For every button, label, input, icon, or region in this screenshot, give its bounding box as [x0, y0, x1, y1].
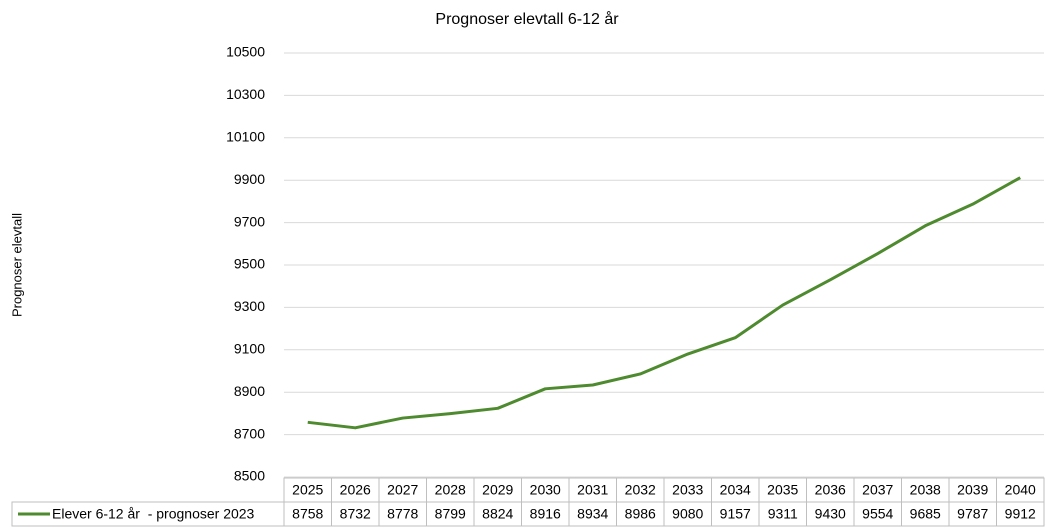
- y-tick-label: 8700: [234, 425, 265, 441]
- table-value: 8916: [530, 506, 561, 522]
- x-tick-label: 2037: [862, 482, 893, 498]
- table-value: 9157: [720, 506, 751, 522]
- table-value: 8934: [577, 506, 608, 522]
- x-tick-label: 2028: [435, 482, 466, 498]
- x-tick-label: 2029: [482, 482, 513, 498]
- x-tick-label: 2040: [1005, 482, 1036, 498]
- table-value: 9912: [1005, 506, 1036, 522]
- x-tick-label: 2025: [292, 482, 323, 498]
- y-tick-label: 10100: [226, 129, 265, 145]
- x-tick-label: 2031: [577, 482, 608, 498]
- table-value: 8778: [387, 506, 418, 522]
- table-value: 9430: [815, 506, 846, 522]
- y-tick-label: 9100: [234, 341, 265, 357]
- table-value: 9311: [768, 506, 798, 522]
- table-value: 9080: [672, 506, 703, 522]
- x-tick-label: 2039: [957, 482, 988, 498]
- y-axis-label: Prognoser elevtall: [9, 213, 24, 317]
- table-cell: [996, 501, 1045, 527]
- x-tick-label: 2027: [387, 482, 418, 498]
- legend-label: Elever 6-12 år - prognoser 2023: [52, 506, 255, 522]
- table-value: 8732: [340, 506, 371, 522]
- y-tick-label: 10500: [226, 44, 265, 60]
- x-tick-label: 2038: [910, 482, 941, 498]
- table-value: 8758: [292, 506, 323, 522]
- table-value: 8824: [482, 506, 513, 522]
- y-tick-label: 9300: [234, 298, 265, 314]
- table-value: 9685: [910, 506, 941, 522]
- x-tick-label: 2030: [530, 482, 561, 498]
- chart-title: Prognoser elevtall 6-12 år: [435, 10, 619, 28]
- table-value: 9554: [862, 506, 893, 522]
- series-line: [307, 176, 1021, 430]
- table-value: 8799: [435, 506, 466, 522]
- x-tick-label: 2032: [625, 482, 656, 498]
- y-tick-label: 8500: [234, 468, 265, 484]
- table-value: 8986: [625, 506, 656, 522]
- y-tick-label: 9500: [234, 256, 265, 272]
- y-tick-label: 9700: [234, 213, 265, 229]
- y-tick-label: 10300: [226, 86, 265, 102]
- x-tick-label: 2035: [767, 482, 798, 498]
- x-tick-label: 2034: [720, 482, 751, 498]
- x-tick-label: 2026: [340, 482, 371, 498]
- x-tick-label: 2036: [815, 482, 846, 498]
- table-value: 9787: [957, 506, 988, 522]
- x-tick-label: 2033: [672, 482, 703, 498]
- y-tick-label: 8900: [234, 383, 265, 399]
- y-tick-label: 9900: [234, 171, 265, 187]
